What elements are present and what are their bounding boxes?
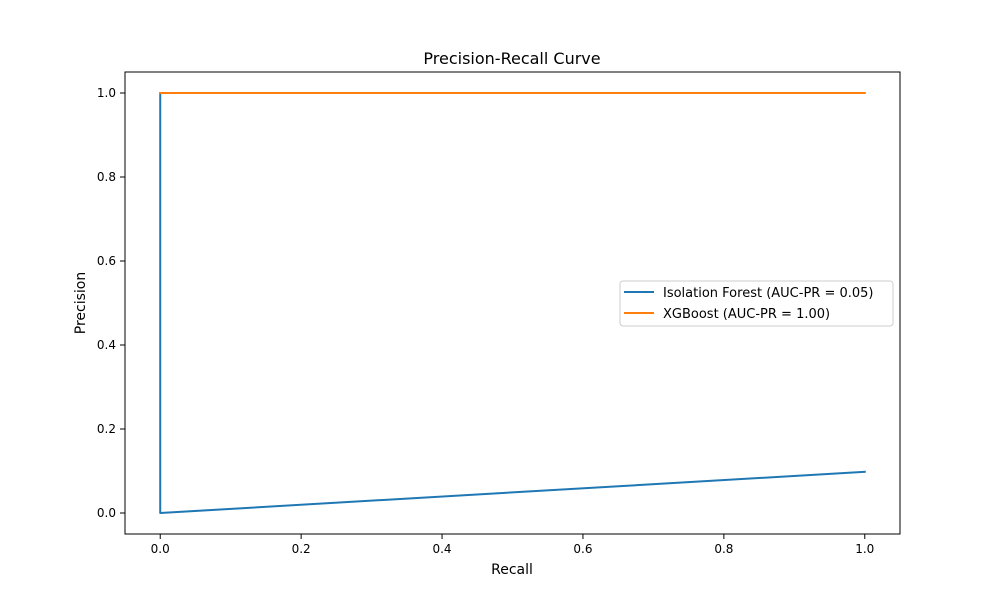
x-tick-label: 0.8	[714, 542, 733, 556]
y-tick-label: 0.2	[97, 422, 116, 436]
x-tick-label: 0.0	[151, 542, 170, 556]
y-tick-label: 0.6	[97, 254, 116, 268]
legend-box	[619, 280, 894, 327]
legend-label-xgboost: XGBoost (AUC-PR = 1.00)	[663, 307, 830, 322]
y-tick-label: 0.8	[97, 170, 116, 184]
series-line-isolation-forest	[159, 92, 866, 514]
y-tick-label: 1.0	[97, 86, 116, 100]
legend-label-isolation-forest: Isolation Forest (AUC-PR = 0.05)	[663, 286, 874, 301]
x-tick-label: 0.4	[432, 542, 451, 556]
chart-title: Precision-Recall Curve	[423, 49, 600, 68]
y-tick-label: 0.0	[97, 506, 116, 520]
x-axis-label: Recall	[491, 562, 533, 578]
x-tick-label: 1.0	[855, 542, 874, 556]
axes-frame	[124, 71, 901, 535]
axis-ticks: 0.0 0.2 0.4 0.6 0.8 1.0 0.0 0.2 0.4 0.6 0.8 1.0	[97, 86, 874, 556]
y-axis-label: Precision	[73, 272, 89, 334]
legend: Isolation Forest (AUC-PR = 0.05) XGBoost…	[619, 280, 894, 327]
x-tick-label: 0.2	[292, 542, 311, 556]
plot-area	[159, 92, 866, 514]
x-tick-label: 0.6	[573, 542, 592, 556]
y-tick-label: 0.4	[97, 338, 116, 352]
